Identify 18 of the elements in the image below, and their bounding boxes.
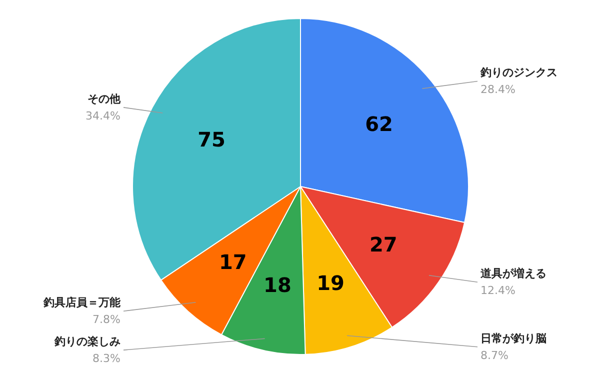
text: 8.3% [92, 352, 121, 366]
data-label: 17 [218, 250, 247, 274]
text: 34.4% [86, 109, 121, 122]
data-label: 18 [264, 273, 292, 298]
text: 8.7% [480, 348, 508, 362]
slice-label: 日常が釣り脳 [480, 332, 546, 345]
data-label: 19 [316, 271, 344, 296]
slice-label: 釣具店員＝万能 [42, 296, 122, 310]
slice-label: その他 [88, 92, 122, 106]
data-label: 62 [365, 112, 393, 136]
text: 28.4% [480, 83, 516, 96]
data-label: 75 [198, 128, 226, 152]
slice-label: 釣りの楽しみ [54, 335, 120, 348]
text: 12.4% [480, 284, 516, 298]
slice-label: 釣りのジンクス [480, 66, 558, 80]
slice-label: 道具が増える [480, 267, 546, 280]
text: 7.8% [92, 313, 121, 326]
data-label: 27 [369, 232, 398, 256]
